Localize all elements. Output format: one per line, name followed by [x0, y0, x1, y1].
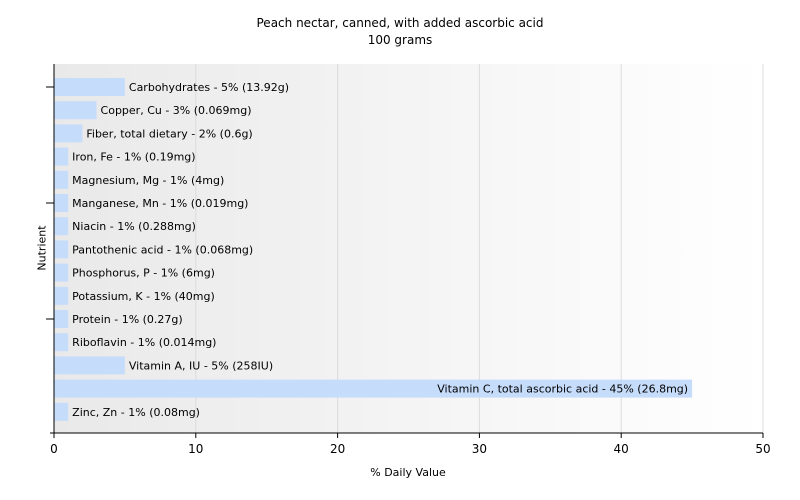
- bar: [54, 379, 693, 398]
- bar: [54, 147, 69, 166]
- x-tick-label: 30: [472, 442, 487, 456]
- bar: [54, 170, 69, 189]
- bar: [54, 240, 69, 259]
- bar: [54, 101, 97, 120]
- x-tick-label: 0: [50, 442, 58, 456]
- data-label: Riboflavin - 1% (0.014mg): [72, 336, 216, 349]
- x-tick-label: 10: [188, 442, 203, 456]
- data-label: Vitamin A, IU - 5% (258IU): [129, 359, 273, 372]
- x-axis-label: % Daily Value: [370, 466, 446, 479]
- data-label: Iron, Fe - 1% (0.19mg): [72, 151, 195, 164]
- data-label: Manganese, Mn - 1% (0.019mg): [72, 197, 248, 210]
- chart-subtitle: 100 grams: [367, 33, 433, 47]
- data-label: Potassium, K - 1% (40mg): [72, 290, 215, 303]
- bar: [54, 263, 69, 282]
- bar: [54, 217, 69, 236]
- chart-title: Peach nectar, canned, with added ascorbi…: [256, 16, 544, 30]
- data-label: Pantothenic acid - 1% (0.068mg): [72, 243, 253, 256]
- data-label: Protein - 1% (0.27g): [72, 313, 183, 326]
- data-label: Vitamin C, total ascorbic acid - 45% (26…: [437, 383, 688, 396]
- data-label: Zinc, Zn - 1% (0.08mg): [72, 406, 200, 419]
- bar: [54, 310, 69, 328]
- bar: [54, 124, 83, 143]
- bar: [54, 78, 125, 96]
- x-tick-label: 40: [614, 442, 629, 456]
- data-label: Magnesium, Mg - 1% (4mg): [72, 174, 224, 187]
- data-label: Copper, Cu - 3% (0.069mg): [101, 104, 252, 117]
- bar: [54, 402, 69, 421]
- data-label: Carbohydrates - 5% (13.92g): [129, 81, 289, 94]
- data-label: Niacin - 1% (0.288mg): [72, 220, 196, 233]
- data-label: Phosphorus, P - 1% (6mg): [72, 267, 215, 280]
- data-label: Fiber, total dietary - 2% (0.6g): [86, 127, 252, 140]
- plot-background: [54, 64, 763, 433]
- bar: [54, 356, 125, 375]
- bar: [54, 333, 69, 352]
- bar: [54, 194, 69, 212]
- bar: [54, 286, 69, 305]
- y-axis-label: Nutrient: [35, 225, 49, 271]
- x-tick-label: 50: [755, 442, 770, 456]
- x-tick-label: 20: [330, 442, 345, 456]
